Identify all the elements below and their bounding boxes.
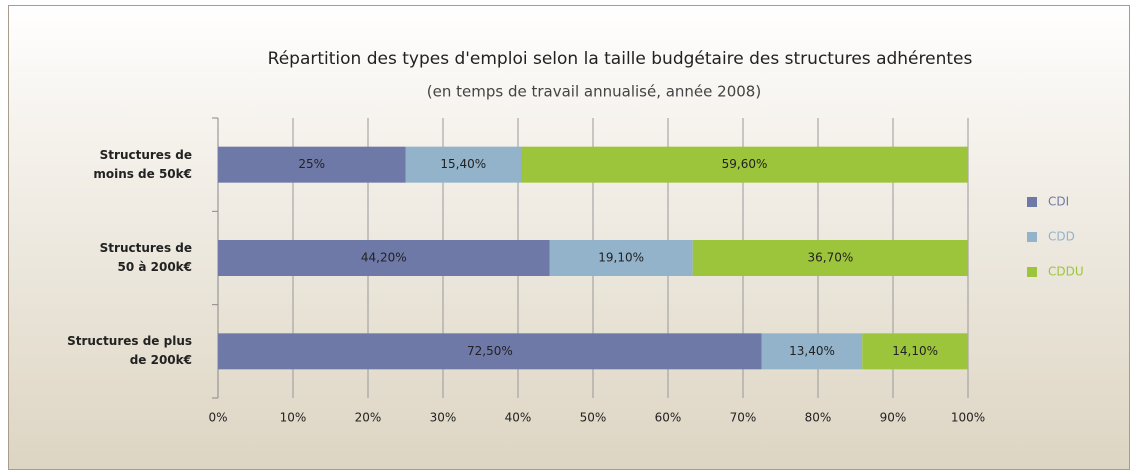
data-label: 36,70% (807, 251, 853, 265)
data-label: 19,10% (598, 251, 644, 265)
data-label: 15,40% (440, 157, 486, 171)
x-tick-label: 50% (580, 411, 607, 425)
bar-segment (218, 333, 762, 370)
data-label: 25% (298, 157, 325, 171)
bar-segment (405, 146, 521, 183)
x-tick-label: 90% (880, 411, 907, 425)
x-tick-label: 20% (355, 411, 382, 425)
data-label: 13,40% (789, 344, 835, 358)
bar-segment (549, 240, 693, 276)
y-tick-label: Structures de moins de 50k€ (93, 147, 192, 181)
y-tick-label: Structures de 50 à 200k€ (99, 241, 192, 274)
bar-segment (862, 333, 968, 370)
data-label: 44,20% (361, 251, 407, 265)
legend-label: CDDU (1048, 265, 1084, 279)
data-label: 72,50% (467, 344, 513, 358)
legend-swatch (1027, 232, 1037, 242)
bar-segment (218, 146, 406, 183)
x-tick-label: 80% (805, 411, 832, 425)
x-tick-label: 30% (430, 411, 457, 425)
x-tick-label: 70% (730, 411, 757, 425)
x-tick-label: 60% (655, 411, 682, 425)
data-label: 59,60% (722, 157, 768, 171)
x-tick-label: 100% (951, 411, 985, 425)
x-tick-label: 40% (505, 411, 532, 425)
legend-label: CDI (1048, 195, 1069, 209)
bar-segment (692, 240, 968, 276)
bar-segment (521, 146, 968, 183)
legend-label: CDD (1048, 230, 1075, 244)
bar-segment (761, 333, 863, 370)
data-label: 14,10% (892, 344, 938, 358)
legend-swatch (1027, 197, 1037, 207)
bar-segment (218, 240, 550, 276)
y-tick-label: Structures de plus de 200k€ (67, 334, 192, 368)
legend-swatch (1027, 267, 1037, 277)
chart-title: Répartition des types d'emploi selon la … (268, 49, 973, 69)
chart-subtitle: (en temps de travail annualisé, année 20… (427, 83, 761, 101)
x-tick-label: 10% (280, 411, 307, 425)
x-tick-label: 0% (208, 411, 227, 425)
frame (8, 5, 1130, 470)
